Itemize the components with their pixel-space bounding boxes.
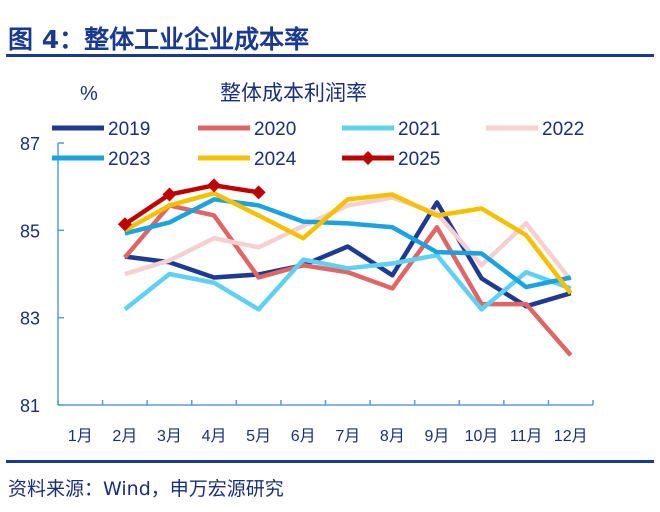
series-line-2023 [124,197,572,290]
x-tick-label: 11月 [510,428,543,445]
data-point-2025 [162,187,177,202]
series-line-2019 [124,200,572,309]
legend-label-2019: 2019 [108,119,150,140]
y-tick-label: 85 [20,221,40,241]
x-tick-label: 7月 [335,428,360,445]
series-line-2021 [123,252,572,312]
x-tick-label: 8月 [380,428,405,445]
data-point-2025 [117,217,132,232]
x-tick-label: 9月 [425,428,450,445]
y-unit-label: % [80,83,98,105]
x-tick-label: 2月 [112,428,137,445]
legend-label-2023: 2023 [108,149,150,170]
y-tick-label: 83 [20,309,40,329]
x-tick-label: 5月 [246,428,271,445]
x-tick-label: 10月 [465,428,499,445]
series-line-2020 [123,203,573,357]
chart-title: 整体成本利润率 [220,82,367,105]
legend-label-2022: 2022 [542,119,584,140]
figure-title: 图 4：整体工业企业成本率 [8,25,310,54]
series-line-2025 [123,183,259,227]
series-line-2024 [123,190,573,295]
legend-marker-2025 [361,151,375,165]
data-point-2025 [251,185,266,200]
y-tick-label: 87 [20,134,40,154]
series-line-2022 [124,195,573,282]
header-rule [6,54,654,57]
data-point-2025 [207,178,222,193]
x-tick-label: 1月 [68,428,93,445]
x-tick-label: 12月 [554,428,588,445]
x-tick-label: 6月 [291,428,316,445]
legend-label-2025: 2025 [398,149,440,170]
y-tick-label: 81 [20,396,40,416]
x-tick-label: 4月 [202,428,227,445]
source-note: 资料来源：Wind，申万宏源研究 [8,478,284,500]
legend-label-2024: 2024 [254,149,297,170]
legend-label-2021: 2021 [398,119,440,140]
legend-label-2020: 2020 [254,119,296,140]
footer-rule [6,460,654,463]
x-tick-label: 3月 [157,428,182,445]
